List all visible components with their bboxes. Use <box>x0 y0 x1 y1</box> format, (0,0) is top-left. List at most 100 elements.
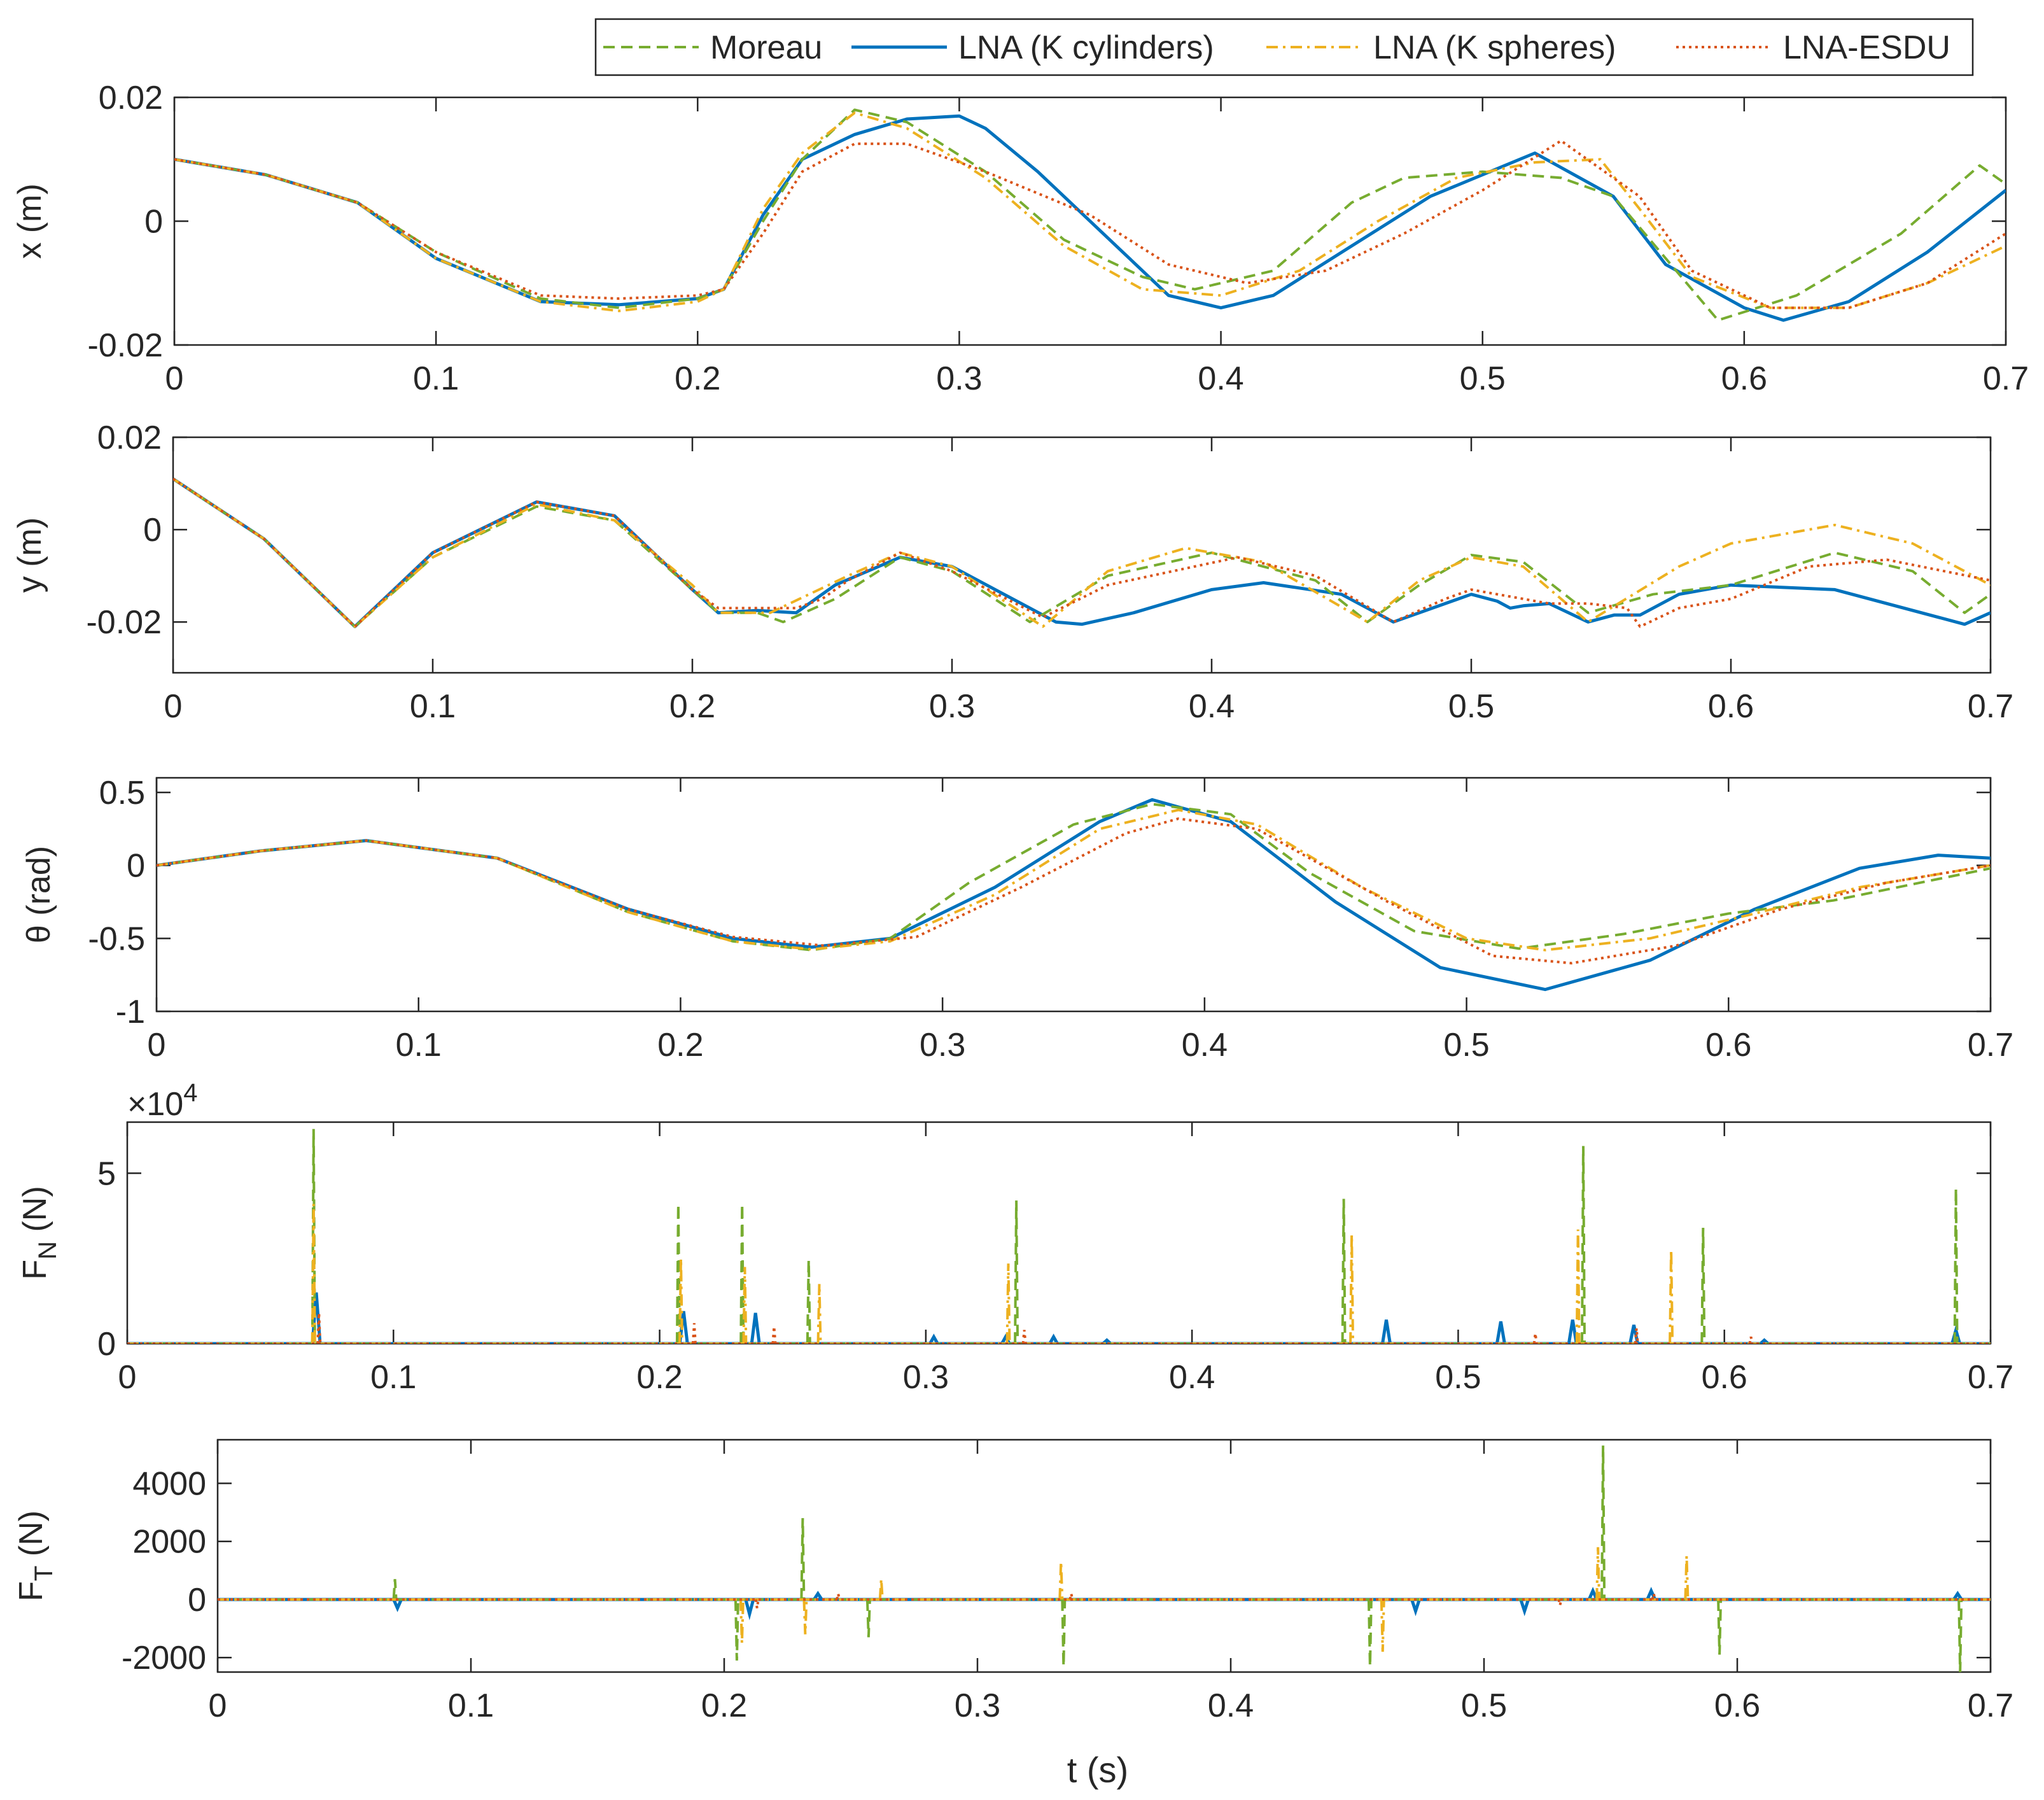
series-line-lna-esdu <box>173 477 1991 628</box>
y-axis-label: θ (rad) <box>20 846 57 943</box>
series-layer <box>218 1445 1991 1672</box>
x-tick-label: 0 <box>164 688 183 725</box>
x-axis-label: t (s) <box>1067 1750 1128 1790</box>
spike-lna-k-spheres <box>802 1599 808 1635</box>
spike-lna-k-cylinders <box>1410 1599 1421 1617</box>
x-tick-label: 0.2 <box>669 688 715 725</box>
spike-lna-k-spheres <box>1595 1547 1601 1600</box>
subplot-fn: 0 0.1 0.2 0.3 0.4 0.5 0.6 0.7 0 5 FN (N) ×104 <box>17 1079 2013 1396</box>
spike-lna-esdu <box>1557 1599 1563 1606</box>
spike-moreau <box>675 1204 681 1344</box>
y-tick-label: 0.02 <box>99 80 163 116</box>
subplot-theta: 0 0.1 0.2 0.3 0.4 0.5 0.6 0.7 -1 -0.5 0 0.5 θ (rad) <box>20 775 2013 1064</box>
spike-lna-k-spheres <box>1005 1263 1011 1344</box>
spike-lna-esdu <box>1634 1328 1639 1344</box>
spike-lna-k-spheres <box>1575 1229 1581 1344</box>
y-tick-label: 0 <box>144 204 163 241</box>
spike-lna-k-spheres <box>1669 1249 1674 1344</box>
spike-lna-esdu <box>1021 1330 1027 1344</box>
spike-moreau <box>1717 1599 1723 1655</box>
y-tick-label: -0.5 <box>88 920 145 957</box>
x-tick-label: 0 <box>148 1027 166 1064</box>
spike-lna-k-spheres <box>311 1204 316 1344</box>
spike-lna-k-cylinders <box>928 1333 939 1344</box>
y-axis-label: FT (N) <box>13 1510 58 1601</box>
spike-moreau <box>1700 1227 1706 1344</box>
subplot-y: 0 0.1 0.2 0.3 0.4 0.5 0.6 0.7 -0.02 0 0.02 y (m) <box>11 419 2013 725</box>
spike-lna-k-cylinders <box>1495 1321 1506 1344</box>
x-tick-label: 0.2 <box>701 1687 747 1724</box>
x-tick-label: 0.4 <box>1169 1359 1215 1396</box>
x-tick-label: 0.6 <box>1702 1359 1747 1396</box>
x-tick-label: 0 <box>165 360 184 397</box>
axes-box <box>155 777 1992 1013</box>
x-tick-label: 0 <box>118 1359 137 1396</box>
y-tick-label: 2000 <box>132 1524 206 1561</box>
series-line-moreau <box>173 477 1991 628</box>
x-tick-label: 0.6 <box>1705 1027 1751 1064</box>
series-layer <box>157 798 1991 992</box>
x-tick-label: 0.6 <box>1714 1687 1760 1724</box>
x-tick-label: 0.5 <box>1461 1687 1507 1724</box>
x-tick-label: 0.2 <box>657 1027 703 1064</box>
spike-lna-k-cylinders <box>1628 1325 1639 1344</box>
spike-lna-esdu <box>1651 1593 1656 1600</box>
spike-lna-k-spheres <box>816 1284 822 1344</box>
x-tick-label: 0.5 <box>1435 1359 1481 1396</box>
legend: Moreau LNA (K cylinders) LNA (K spheres) LN… <box>594 18 1974 76</box>
y-tick-label: -0.02 <box>87 327 163 364</box>
spike-lna-k-spheres <box>878 1579 884 1600</box>
series-line-lna-esdu <box>174 139 2006 309</box>
x-tick-label: 0.5 <box>1460 360 1506 397</box>
x-tick-label: 0.7 <box>1968 1687 2013 1724</box>
x-tick-label: 0.1 <box>370 1359 416 1396</box>
x-tick-label: 0.4 <box>1189 688 1235 725</box>
x-tick-label: 0.5 <box>1448 688 1494 725</box>
x-tick-label: 0.2 <box>636 1359 682 1396</box>
spike-lna-k-spheres <box>742 1267 748 1344</box>
spike-lna-k-spheres <box>1380 1599 1385 1652</box>
x-tick-label: 0.1 <box>448 1687 494 1724</box>
y-tick-label: -2000 <box>122 1640 206 1677</box>
series-layer <box>127 1129 1991 1344</box>
spike-lna-k-cylinders <box>1567 1319 1578 1344</box>
spike-lna-k-cylinders <box>1952 1591 1963 1601</box>
spike-lna-k-cylinders <box>750 1312 761 1344</box>
x-tick-label: 0.4 <box>1182 1027 1228 1064</box>
spike-lna-esdu <box>836 1593 841 1600</box>
x-tick-label: 0.3 <box>920 1027 965 1064</box>
spike-moreau <box>1061 1599 1067 1666</box>
x-tick-label: 0.2 <box>675 360 720 397</box>
y-tick-label: 5 <box>97 1155 116 1192</box>
y-tick-label: 0 <box>188 1582 206 1619</box>
spike-lna-esdu <box>1068 1593 1074 1600</box>
spike-lna-esdu <box>1748 1336 1754 1344</box>
spike-moreau <box>1953 1188 1959 1344</box>
x-tick-label: 0.7 <box>1968 1359 2013 1396</box>
spike-moreau <box>1600 1445 1606 1600</box>
spike-lna-k-cylinders <box>813 1591 823 1601</box>
spike-lna-k-spheres <box>739 1599 745 1643</box>
x-tick-label: 0.6 <box>1721 360 1767 397</box>
spike-lna-k-cylinders <box>744 1599 755 1621</box>
x-tick-label: 0.7 <box>1968 1027 2013 1064</box>
series-line-lna-k-spheres <box>174 111 2006 313</box>
spike-lna-k-cylinders <box>1519 1599 1530 1617</box>
spike-moreau <box>865 1599 871 1638</box>
spike-moreau <box>1367 1599 1373 1666</box>
y-exponent-label: ×104 <box>127 1079 197 1123</box>
x-tick-label: 0.4 <box>1208 1687 1254 1724</box>
x-tick-label: 0.7 <box>1983 360 2029 397</box>
y-tick-label: 0 <box>97 1326 116 1363</box>
x-tick-label: 0.5 <box>1443 1027 1489 1064</box>
y-axis-label: y (m) <box>11 517 48 593</box>
x-tick-label: 0.3 <box>955 1687 1000 1724</box>
spike-moreau <box>1957 1599 1963 1672</box>
y-axis-label: x (m) <box>11 183 48 258</box>
spike-lna-esdu <box>754 1599 760 1608</box>
x-tick-label: 0.1 <box>410 688 456 725</box>
series-line-moreau <box>174 108 2006 322</box>
